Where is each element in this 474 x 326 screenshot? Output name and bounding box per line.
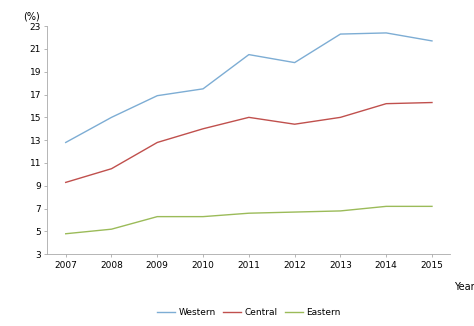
Western xyxy=(337,32,343,36)
Line: Western: Western xyxy=(66,33,432,142)
Central xyxy=(63,180,69,184)
Eastern xyxy=(383,204,389,208)
Eastern xyxy=(246,211,252,215)
Text: (%): (%) xyxy=(23,11,40,22)
Western xyxy=(200,87,206,91)
Eastern xyxy=(155,215,160,219)
Western xyxy=(63,141,69,144)
Text: Year: Year xyxy=(454,282,474,292)
Eastern xyxy=(109,227,114,231)
Western xyxy=(383,31,389,35)
Western xyxy=(292,61,298,65)
Western xyxy=(246,52,252,56)
Western xyxy=(429,39,435,43)
Central xyxy=(155,141,160,144)
Central xyxy=(292,122,298,126)
Eastern xyxy=(200,215,206,219)
Central xyxy=(337,115,343,119)
Legend: Western, Central, Eastern: Western, Central, Eastern xyxy=(153,304,345,321)
Line: Eastern: Eastern xyxy=(66,206,432,234)
Eastern xyxy=(63,232,69,236)
Western xyxy=(109,115,114,119)
Central xyxy=(246,115,252,119)
Central xyxy=(109,167,114,171)
Eastern xyxy=(292,210,298,214)
Western xyxy=(155,94,160,98)
Line: Central: Central xyxy=(66,102,432,182)
Central xyxy=(200,127,206,131)
Central xyxy=(383,102,389,106)
Eastern xyxy=(429,204,435,208)
Eastern xyxy=(337,209,343,213)
Central xyxy=(429,100,435,104)
